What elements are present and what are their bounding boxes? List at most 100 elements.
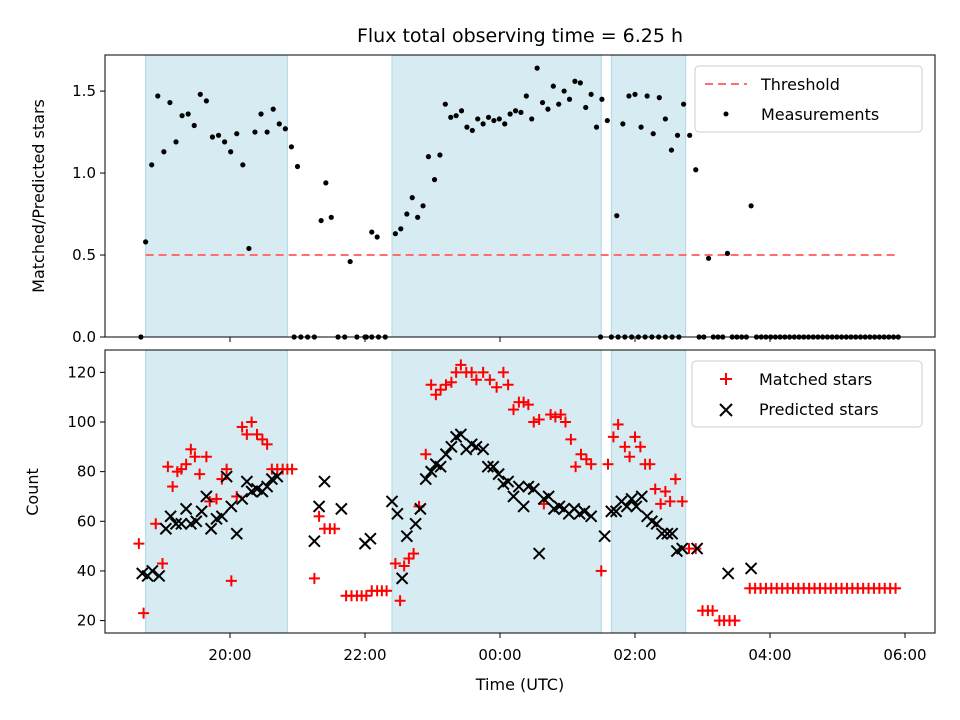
predicted-star-point — [507, 490, 520, 503]
matched-star-point — [477, 366, 489, 378]
predicted-star-point — [512, 480, 526, 493]
bottom-y-tick-label: 60 — [77, 512, 96, 530]
predicted-star-point — [164, 510, 177, 523]
predicted-star-point — [364, 532, 377, 545]
observing-window-band — [610, 349, 687, 634]
predicted-star-point — [620, 500, 634, 513]
measurement-point — [420, 203, 426, 209]
matched-star-point — [570, 461, 582, 473]
matched-star-point — [398, 560, 410, 572]
measurement-point — [374, 234, 380, 240]
x-tick-label: 06:00 — [883, 646, 926, 664]
predicted-star-point — [335, 502, 348, 516]
matched-star-point — [580, 453, 592, 465]
predicted-star-point — [676, 542, 689, 555]
predicted-star-point — [271, 470, 284, 483]
legend-predicted-label: Predicted stars — [759, 400, 879, 419]
predicted-star-point — [169, 517, 183, 530]
measurement-point — [323, 180, 329, 186]
bottom-x-ticks: 20:00 22:00 00:00 02:00 04:00 06:00 — [208, 633, 927, 664]
measurements-points — [138, 65, 901, 340]
matched-star-point — [518, 396, 530, 408]
measurement-point — [545, 106, 551, 112]
top-y-ticks: 0.0 0.5 1.0 1.5 — [72, 82, 105, 346]
predicted-star-point — [200, 490, 213, 503]
measurement-point — [276, 121, 282, 127]
legend-bottom: Matched stars Predicted stars — [691, 360, 923, 428]
measurement-point — [668, 147, 675, 153]
observing-window-band — [145, 54, 288, 338]
matched-star-point — [189, 451, 201, 463]
legend-measurements-label: Measurements — [761, 105, 879, 124]
measurement-point — [469, 127, 475, 134]
top-axes-frame — [104, 54, 936, 338]
measurement-point — [496, 116, 502, 122]
matched-star-point — [602, 458, 614, 470]
matched-star-point — [528, 416, 540, 428]
measurement-point — [539, 99, 546, 106]
matched-star-point — [246, 416, 258, 428]
measurement-point — [572, 78, 578, 84]
measurement-point — [270, 106, 276, 112]
predicted-star-point — [578, 505, 591, 518]
predicted-star-point — [635, 490, 648, 503]
predicted-star-point — [650, 517, 663, 530]
predicted-star-point — [661, 527, 674, 540]
measurement-point — [681, 101, 687, 107]
matched-star-point — [175, 463, 187, 475]
predicted-star-point — [152, 569, 166, 583]
measurement-point — [662, 116, 668, 122]
measurement-point — [453, 113, 459, 119]
predicted-star-point — [605, 505, 618, 518]
matched-star-point — [644, 458, 656, 470]
measurement-point — [203, 98, 209, 104]
bottom-axes-frame — [104, 349, 936, 634]
bottom-y-tick-label: 120 — [67, 363, 96, 381]
measurement-point — [599, 96, 605, 102]
measurement-point — [614, 213, 620, 219]
x-axis-label: Time (UTC) — [475, 675, 564, 694]
matched-star-point — [655, 498, 667, 510]
predicted-star-point — [395, 572, 409, 585]
bottom-y-tick-label: 20 — [77, 612, 96, 630]
observing-windows-top — [145, 54, 687, 338]
matched-star-point — [664, 495, 676, 507]
matched-star-point — [585, 458, 597, 470]
measurement-point — [425, 154, 432, 160]
predicted-star-point — [312, 500, 326, 513]
top-y-tick-label: 0.5 — [72, 246, 96, 264]
predicted-star-point — [230, 527, 243, 540]
matched-star-point — [484, 374, 496, 386]
predicted-star-point — [481, 460, 495, 473]
matched-star-point — [729, 615, 741, 627]
matched-star-point — [138, 607, 150, 619]
predicted-star-point — [159, 522, 173, 535]
predicted-star-point — [527, 482, 540, 496]
measurement-point — [404, 211, 410, 217]
top-y-axis-label: Matched/Predicted stars — [29, 99, 48, 293]
matched-star-point — [670, 473, 681, 485]
measurement-point — [588, 91, 594, 97]
measurement-point — [197, 91, 203, 97]
measurement-point — [409, 195, 415, 201]
measurement-point — [143, 239, 149, 245]
matched-star-point — [612, 418, 624, 430]
matched-star-point — [329, 523, 341, 535]
measurement-point — [442, 101, 448, 107]
top-y-tick-label: 1.5 — [72, 82, 96, 100]
count-panel: 20:00 22:00 00:00 02:00 04:00 06:00 20 40 60 80 1… — [23, 349, 936, 694]
matched-star-point — [261, 438, 273, 450]
matched-star-point — [185, 443, 197, 455]
matched-star-point — [619, 441, 631, 453]
matched-star-point — [225, 575, 237, 587]
matched-star-point — [241, 428, 253, 440]
measurement-point — [583, 104, 589, 111]
measurement-point — [458, 108, 465, 114]
measurement-point — [155, 93, 161, 99]
predicted-star-point — [414, 502, 427, 516]
measurement-point — [209, 134, 216, 140]
measurement-point — [264, 129, 270, 135]
x-tick-label: 02:00 — [613, 646, 656, 664]
matched-star-point — [360, 590, 372, 602]
predicted-star-point — [215, 510, 229, 523]
